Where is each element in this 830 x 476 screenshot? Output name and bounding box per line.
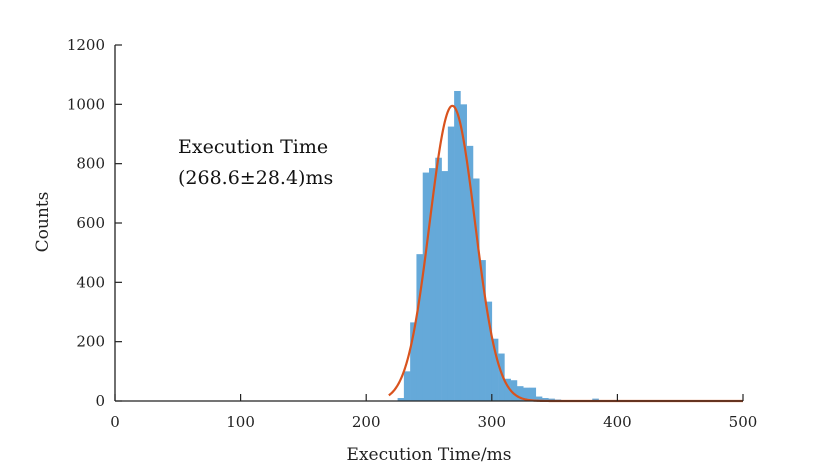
histogram-bar bbox=[435, 157, 442, 401]
x-tick-label: 0 bbox=[110, 413, 120, 431]
histogram-bar bbox=[397, 398, 405, 401]
y-tick-label: 0 bbox=[95, 392, 105, 410]
histogram-bar bbox=[403, 371, 411, 401]
y-tick-label: 600 bbox=[76, 214, 105, 232]
histogram-bar bbox=[504, 378, 511, 401]
histogram-bar bbox=[454, 90, 461, 401]
y-tick-label: 200 bbox=[76, 333, 105, 351]
annotation-value: (268.6±28.4)ms bbox=[178, 167, 333, 189]
x-tick-label: 100 bbox=[226, 413, 255, 431]
histogram-bar bbox=[485, 301, 493, 401]
histogram-bar bbox=[416, 254, 424, 401]
histogram-bars bbox=[397, 90, 618, 401]
x-tick-label: 400 bbox=[603, 413, 632, 431]
x-axis-ticks: 0 100 200 300 400 500 bbox=[110, 394, 757, 431]
y-axis-title: Counts bbox=[33, 192, 53, 253]
x-tick-label: 200 bbox=[352, 413, 381, 431]
x-axis-title: Execution Time/ms bbox=[347, 445, 512, 465]
histogram-bar bbox=[498, 353, 505, 401]
y-tick-label: 800 bbox=[76, 155, 105, 173]
x-tick-label: 500 bbox=[729, 413, 758, 431]
histogram-bar bbox=[491, 338, 499, 401]
histogram-bar bbox=[441, 171, 449, 401]
histogram-bar bbox=[479, 260, 486, 401]
histogram-bar bbox=[510, 380, 518, 401]
histogram-bar bbox=[523, 387, 530, 401]
histogram-bar bbox=[422, 172, 430, 401]
axes: 0 100 200 300 400 500 0 200 400 600 800 1000 1200 bbox=[67, 36, 758, 431]
y-tick-label: 400 bbox=[76, 273, 105, 291]
histogram-bar bbox=[466, 145, 474, 401]
histogram-bar bbox=[429, 168, 436, 401]
histogram-bar bbox=[542, 398, 549, 401]
histogram-bar bbox=[529, 387, 537, 401]
y-tick-label: 1200 bbox=[67, 36, 105, 54]
histogram-bar bbox=[472, 178, 480, 401]
histogram-bar bbox=[516, 386, 524, 401]
x-tick-label: 300 bbox=[477, 413, 506, 431]
y-tick-label: 1000 bbox=[67, 95, 105, 113]
histogram-bar bbox=[447, 126, 455, 401]
histogram-bar bbox=[548, 398, 555, 401]
annotation-title: Execution Time bbox=[178, 136, 328, 158]
histogram-bar bbox=[410, 322, 417, 401]
y-axis-ticks: 0 200 400 600 800 1000 1200 bbox=[67, 36, 122, 410]
histogram-bar bbox=[592, 398, 599, 401]
histogram-bar bbox=[535, 396, 543, 401]
histogram-bar bbox=[460, 104, 467, 401]
